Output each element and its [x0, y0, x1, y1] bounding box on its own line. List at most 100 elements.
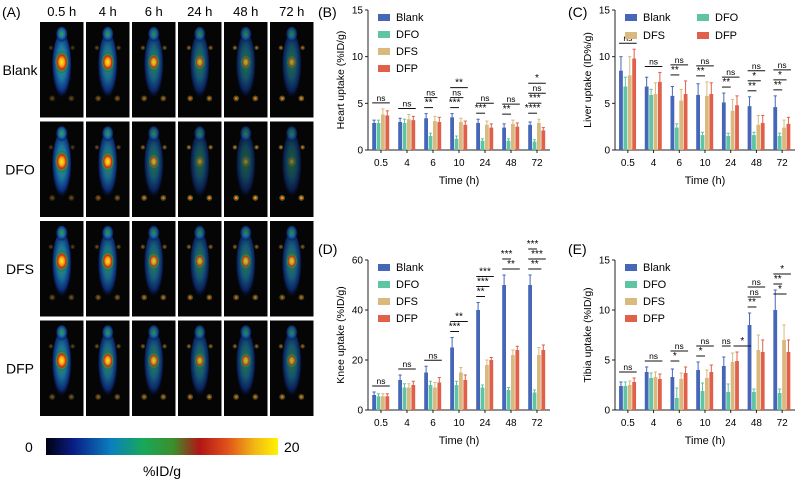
- bar: [428, 136, 433, 150]
- pet-joint-hotspot: [140, 343, 146, 349]
- pet-head-signal: [102, 325, 114, 341]
- pet-organ-hotspot: [54, 50, 70, 74]
- legend-label: DFO: [396, 29, 420, 41]
- x-tick-label: 48: [751, 158, 763, 169]
- significance-label: ns: [726, 67, 735, 77]
- bar: [782, 340, 786, 410]
- bar: [747, 325, 752, 410]
- pet-organ-hotspot: [54, 150, 69, 173]
- bar: [726, 392, 731, 410]
- pet-joint-hotspot: [300, 244, 306, 250]
- significance-label: ns: [429, 350, 438, 360]
- significance-label: ***: [527, 239, 539, 250]
- x-tick-label: 4: [651, 418, 657, 429]
- bar: [726, 136, 731, 150]
- legend-swatch: [697, 14, 709, 21]
- x-tick-label: 4: [404, 418, 410, 429]
- bar: [760, 352, 765, 410]
- legend-label: DFO: [715, 12, 739, 24]
- bar: [700, 391, 705, 410]
- pet-joint-hotspot: [232, 95, 240, 102]
- pet-joint-hotspot: [252, 393, 259, 401]
- pet-organ-hotspot: [101, 251, 115, 271]
- bar: [756, 350, 761, 410]
- bar: [437, 122, 442, 150]
- significance-label: *: [740, 336, 744, 347]
- pet-organ-hotspot: [54, 250, 69, 272]
- pet-joint-hotspot: [94, 393, 102, 401]
- pet-scan-image: [40, 221, 84, 317]
- pet-joint-hotspot: [94, 95, 102, 102]
- y-tick-label: 0: [604, 146, 610, 157]
- legend-swatch: [378, 31, 390, 38]
- bar: [683, 373, 688, 410]
- legend-label: DFO: [396, 279, 420, 291]
- significance-label: **: [455, 312, 463, 323]
- pet-head-signal: [56, 126, 68, 142]
- pet-head-signal: [56, 225, 68, 242]
- legend-swatch: [378, 65, 390, 72]
- pet-joint-hotspot: [48, 45, 54, 51]
- significance-label: ns: [426, 88, 435, 98]
- significance-label: **: [531, 259, 539, 270]
- significance-label: ns: [403, 359, 412, 369]
- pet-joint-hotspot: [48, 194, 56, 202]
- pet-joint-hotspot: [140, 393, 148, 401]
- bar: [709, 94, 714, 150]
- legend-label: DFS: [396, 296, 418, 308]
- pet-row-label: DFP: [6, 360, 34, 376]
- bar: [773, 310, 778, 410]
- legend-label: DFS: [643, 30, 665, 42]
- x-tick-label: 24: [725, 158, 737, 169]
- bar: [411, 385, 416, 410]
- y-tick-label: 40: [352, 306, 364, 317]
- significance-label: **: [722, 77, 730, 88]
- pet-joint-hotspot: [232, 194, 240, 202]
- pet-joint-hotspot: [186, 393, 194, 401]
- chart-legend: Blank DFO DFS DFP: [378, 262, 424, 325]
- pet-row-label: Blank: [2, 62, 38, 78]
- pet-time-label: 4 h: [99, 4, 117, 19]
- y-tick-label: 10: [599, 52, 611, 63]
- pet-joint-hotspot: [252, 95, 259, 102]
- pet-scan-image: [86, 320, 130, 416]
- x-tick-label: 10: [453, 418, 465, 429]
- bar: [705, 378, 709, 410]
- pet-joint-hotspot: [232, 45, 238, 51]
- bar: [756, 124, 761, 150]
- significance-label: **: [774, 274, 782, 285]
- pet-organ-hotspot: [54, 350, 69, 372]
- pet-joint-hotspot: [48, 95, 56, 102]
- x-tick-label: 4: [404, 158, 410, 169]
- bar: [619, 70, 623, 150]
- pet-joint-hotspot: [114, 95, 121, 102]
- significance-label: ns: [649, 351, 658, 361]
- pet-scan-image: [270, 320, 314, 416]
- bar: [786, 352, 791, 410]
- y-tick-label: 0: [604, 406, 610, 417]
- legend-swatch: [378, 315, 390, 322]
- bar: [411, 120, 416, 150]
- bar: [528, 285, 532, 410]
- significance-label: ns: [752, 61, 761, 71]
- bar: [683, 94, 688, 150]
- pet-head-signal: [148, 26, 160, 43]
- bar: [752, 392, 756, 410]
- bar: [454, 138, 459, 150]
- pet-joint-hotspot: [48, 294, 56, 301]
- pet-joint-hotspot: [48, 144, 54, 150]
- pet-joint-hotspot: [300, 45, 306, 51]
- significance-label: **: [748, 297, 756, 308]
- pet-joint-hotspot: [140, 95, 148, 102]
- significance-label: **: [774, 80, 782, 91]
- pet-joint-hotspot: [94, 194, 102, 202]
- legend-label: DFP: [643, 313, 665, 325]
- bar: [644, 86, 649, 150]
- pet-joint-hotspot: [232, 294, 240, 301]
- significance-label: ns: [623, 362, 632, 372]
- legend-swatch: [625, 281, 637, 288]
- pet-scan-image: [270, 221, 314, 317]
- pet-joint-hotspot: [70, 45, 76, 51]
- x-tick-label: 0.5: [374, 158, 388, 169]
